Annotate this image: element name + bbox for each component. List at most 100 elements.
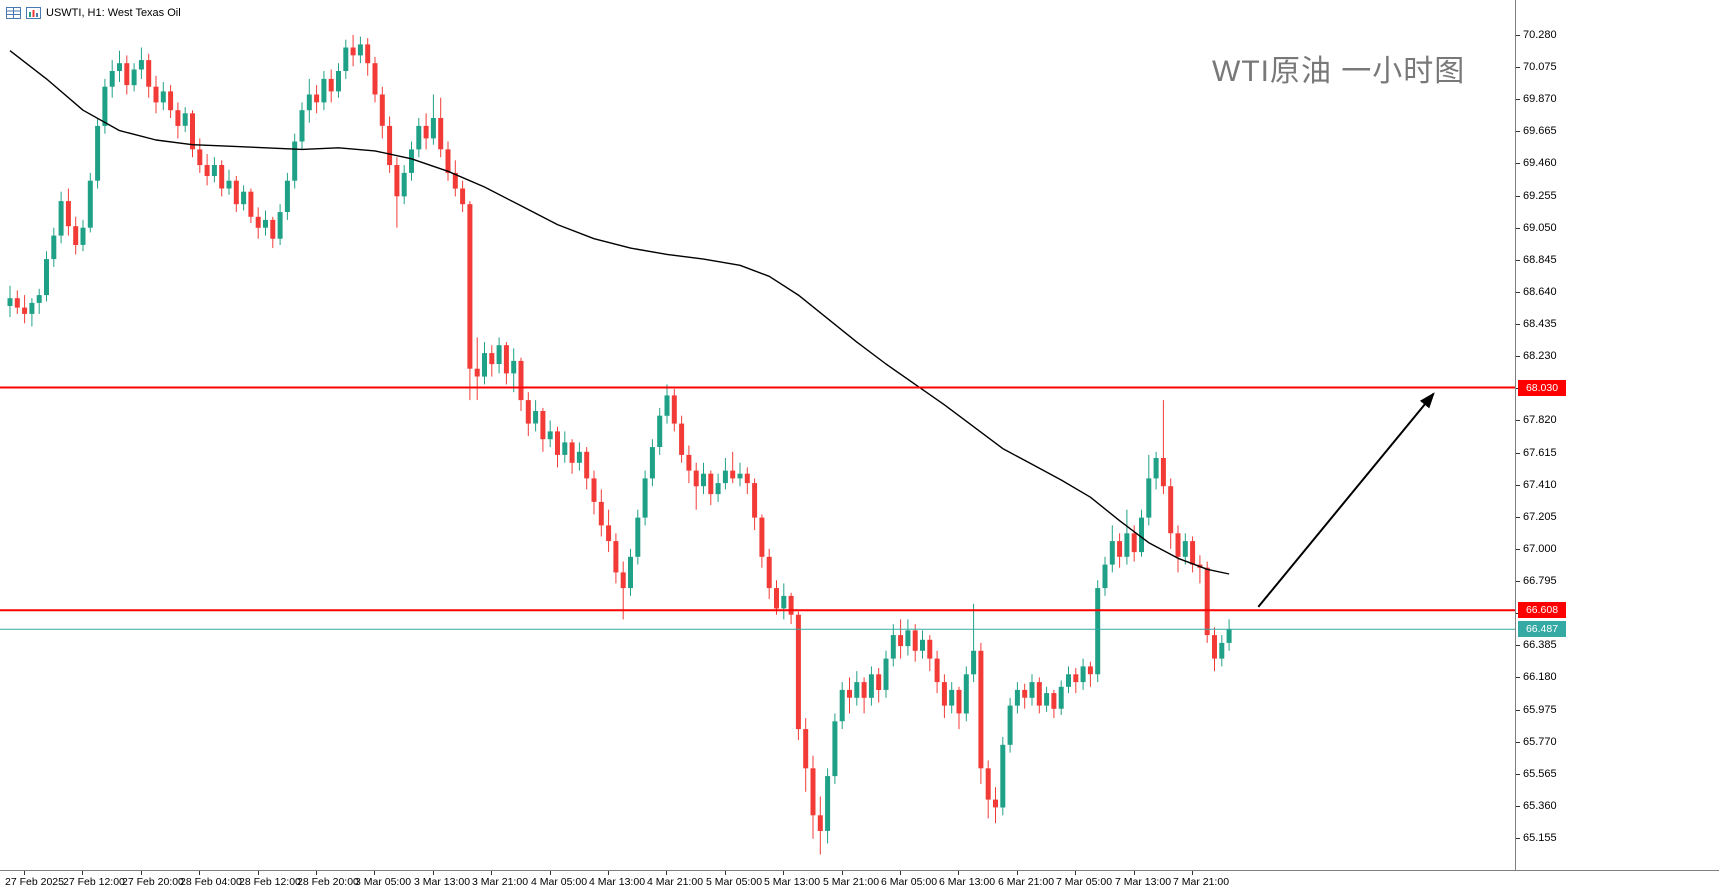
- price-line-badge: 68.030: [1518, 380, 1566, 396]
- price-tick-mark: [1516, 549, 1520, 550]
- chart-pane[interactable]: [0, 0, 1515, 870]
- price-tick-label: 67.205: [1523, 510, 1557, 523]
- time-tick-mark: [900, 871, 901, 875]
- price-tick-mark: [1516, 710, 1520, 711]
- time-tick-label: 7 Mar 05:00: [1056, 876, 1113, 888]
- price-tick-mark: [1516, 260, 1520, 261]
- price-tick-mark: [1516, 677, 1520, 678]
- price-tick-label: 68.435: [1523, 318, 1557, 331]
- time-tick-label: 28 Feb 20:00: [297, 876, 359, 888]
- price-tick-mark: [1516, 324, 1520, 325]
- price-tick-label: 69.050: [1523, 221, 1557, 234]
- price-tick-label: 69.870: [1523, 93, 1557, 106]
- time-tick-label: 6 Mar 05:00: [881, 876, 938, 888]
- symbol-header: USWTI, H1: West Texas Oil: [6, 7, 181, 19]
- price-tick-label: 69.665: [1523, 125, 1557, 138]
- price-tick-label: 67.000: [1523, 542, 1557, 555]
- time-tick-mark: [24, 871, 25, 875]
- trend-arrow[interactable]: [1257, 392, 1435, 608]
- price-tick-label: 70.280: [1523, 29, 1557, 41]
- time-tick-mark: [783, 871, 784, 875]
- candlestick-chart[interactable]: [0, 0, 1515, 870]
- time-tick-mark: [958, 871, 959, 875]
- price-line-badge: 66.487: [1518, 621, 1566, 637]
- candles-series: [7, 35, 1232, 855]
- time-tick-label: 5 Mar 21:00: [823, 876, 880, 888]
- time-tick-mark: [141, 871, 142, 875]
- time-tick-label: 4 Mar 05:00: [531, 876, 588, 888]
- price-tick-label: 68.845: [1523, 253, 1557, 266]
- time-tick-mark: [1134, 871, 1135, 875]
- price-tick-mark: [1516, 420, 1520, 421]
- mini-chart-icon: [26, 7, 41, 19]
- price-tick-label: 70.075: [1523, 61, 1557, 74]
- price-tick-mark: [1516, 774, 1520, 775]
- price-tick-mark: [1516, 645, 1520, 646]
- time-tick-mark: [258, 871, 259, 875]
- price-tick-label: 69.255: [1523, 189, 1557, 202]
- time-tick-label: 6 Mar 21:00: [998, 876, 1055, 888]
- price-tick-label: 68.230: [1523, 350, 1557, 363]
- price-tick-mark: [1516, 228, 1520, 229]
- time-tick-mark: [1075, 871, 1076, 875]
- time-tick-label: 27 Feb 12:00: [63, 876, 125, 888]
- time-tick-label: 27 Feb 20:00: [122, 876, 184, 888]
- time-tick-label: 6 Mar 13:00: [939, 876, 996, 888]
- price-tick-mark: [1516, 742, 1520, 743]
- time-tick-label: 5 Mar 05:00: [706, 876, 763, 888]
- time-tick-mark: [1192, 871, 1193, 875]
- time-tick-label: 4 Mar 21:00: [647, 876, 704, 888]
- time-axis[interactable]: 27 Feb 2025 27 Feb 12:00 27 Feb 20:00 28 Fe…: [0, 870, 1719, 894]
- price-tick-label: 65.155: [1523, 832, 1557, 844]
- price-tick-mark: [1516, 67, 1520, 68]
- price-tick-label: 67.820: [1523, 414, 1557, 427]
- price-tick-mark: [1516, 131, 1520, 132]
- price-tick-mark: [1516, 163, 1520, 164]
- price-tick-mark: [1516, 806, 1520, 807]
- price-tick-mark: [1516, 838, 1520, 839]
- time-tick-mark: [666, 871, 667, 875]
- symbol-label: USWTI, H1: West Texas Oil: [46, 7, 181, 19]
- price-tick-label: 65.565: [1523, 767, 1557, 780]
- time-tick-label: 3 Mar 05:00: [355, 876, 412, 888]
- price-tick-label: 67.410: [1523, 478, 1557, 491]
- time-tick-mark: [550, 871, 551, 875]
- price-line-badge: 66.608: [1518, 602, 1566, 618]
- time-tick-label: 3 Mar 13:00: [414, 876, 471, 888]
- price-axis[interactable]: 70.280 70.075 69.870 69.665 69.460 69.255 69.0…: [1515, 0, 1719, 870]
- time-tick-mark: [199, 871, 200, 875]
- price-tick-mark: [1516, 453, 1520, 454]
- price-tick-label: 67.615: [1523, 446, 1557, 459]
- price-tick-label: 66.795: [1523, 575, 1557, 588]
- price-tick-mark: [1516, 356, 1520, 357]
- time-tick-mark: [316, 871, 317, 875]
- time-tick-mark: [725, 871, 726, 875]
- price-tick-mark: [1516, 485, 1520, 486]
- price-tick-mark: [1516, 292, 1520, 293]
- time-tick-mark: [608, 871, 609, 875]
- price-tick-mark: [1516, 517, 1520, 518]
- time-tick-label: 4 Mar 13:00: [589, 876, 646, 888]
- time-tick-label: 7 Mar 21:00: [1173, 876, 1230, 888]
- quotes-table-icon: [6, 7, 21, 19]
- time-tick-mark: [1017, 871, 1018, 875]
- price-tick-mark: [1516, 196, 1520, 197]
- price-tick-label: 65.975: [1523, 703, 1557, 716]
- time-tick-label: 5 Mar 13:00: [764, 876, 821, 888]
- price-tick-label: 65.360: [1523, 799, 1557, 812]
- price-tick-label: 65.770: [1523, 735, 1557, 748]
- price-tick-label: 69.460: [1523, 157, 1557, 170]
- price-tick-mark: [1516, 581, 1520, 582]
- time-tick-label: 27 Feb 2025: [5, 876, 64, 888]
- moving-average-line: [9, 50, 1230, 575]
- time-tick-mark: [491, 871, 492, 875]
- time-tick-mark: [82, 871, 83, 875]
- price-tick-mark: [1516, 35, 1520, 36]
- time-tick-label: 7 Mar 13:00: [1115, 876, 1172, 888]
- time-tick-label: 28 Feb 04:00: [180, 876, 242, 888]
- price-tick-label: 66.385: [1523, 639, 1557, 652]
- time-tick-label: 3 Mar 21:00: [472, 876, 529, 888]
- time-tick-mark: [374, 871, 375, 875]
- time-tick-mark: [433, 871, 434, 875]
